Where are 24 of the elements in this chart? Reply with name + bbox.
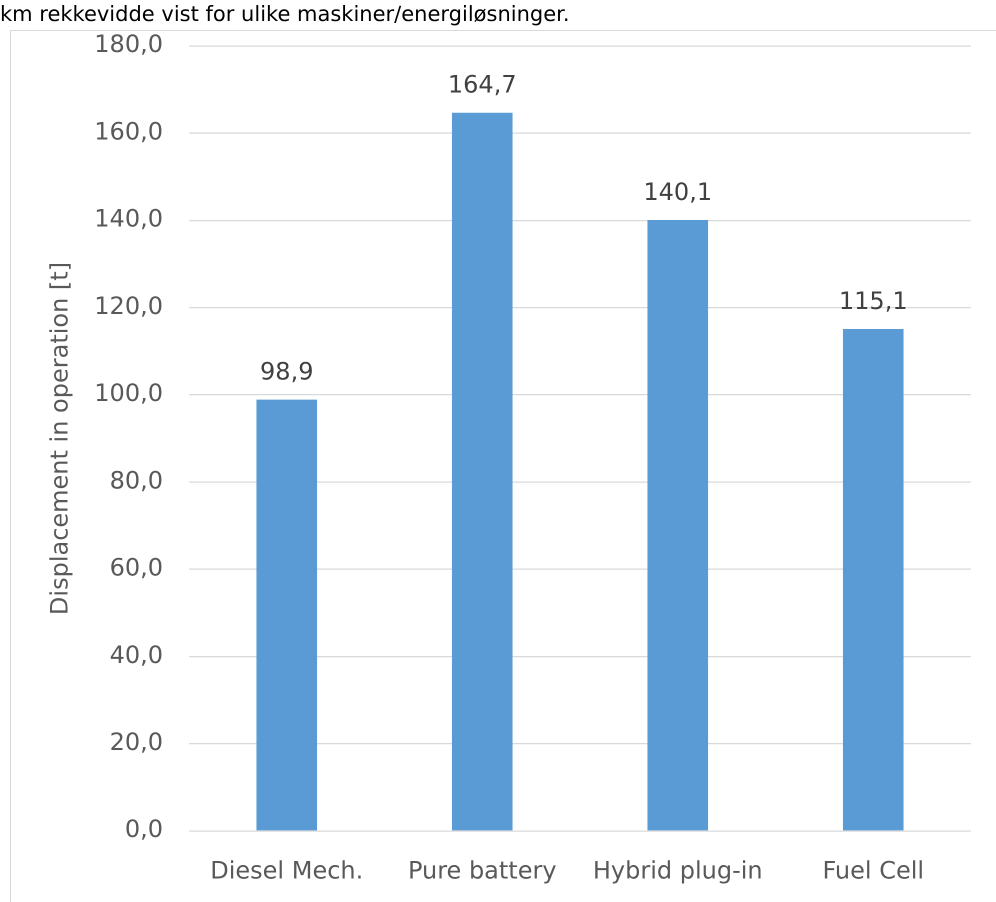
x-tick-label: Fuel Cell xyxy=(822,856,924,885)
data-label: 140,1 xyxy=(643,178,712,206)
bar xyxy=(256,400,318,830)
x-tick-label: Hybrid plug-in xyxy=(592,856,763,885)
y-tick-label: 40,0 xyxy=(110,640,163,669)
text: km rekkevidde vist for ulike maskiner/energiløsninger. xyxy=(0,1,570,28)
data-label: 98,9 xyxy=(260,358,314,386)
bar xyxy=(647,220,708,830)
x-tick-label: Diesel Mech. xyxy=(210,856,364,885)
data-label: 164,7 xyxy=(448,70,517,99)
y-tick-label: 0,0 xyxy=(124,815,163,844)
y-tick-label: 140,0 xyxy=(94,204,163,233)
y-tick-label: 60,0 xyxy=(110,554,163,582)
y-axis-title: Displacement in operation [t] xyxy=(46,262,74,616)
y-tick-label: 120,0 xyxy=(94,292,163,320)
y-tick-label: 160,0 xyxy=(94,117,163,146)
y-tick-label: 80,0 xyxy=(110,466,163,494)
y-tick-label: 180,0 xyxy=(94,30,163,58)
data-label: 115,1 xyxy=(838,287,908,316)
bar xyxy=(452,112,513,830)
x-tick-label: Pure battery xyxy=(408,856,557,885)
y-tick-label: 100,0 xyxy=(94,379,163,408)
bar xyxy=(842,329,904,830)
y-tick-label: 20,0 xyxy=(110,728,163,756)
